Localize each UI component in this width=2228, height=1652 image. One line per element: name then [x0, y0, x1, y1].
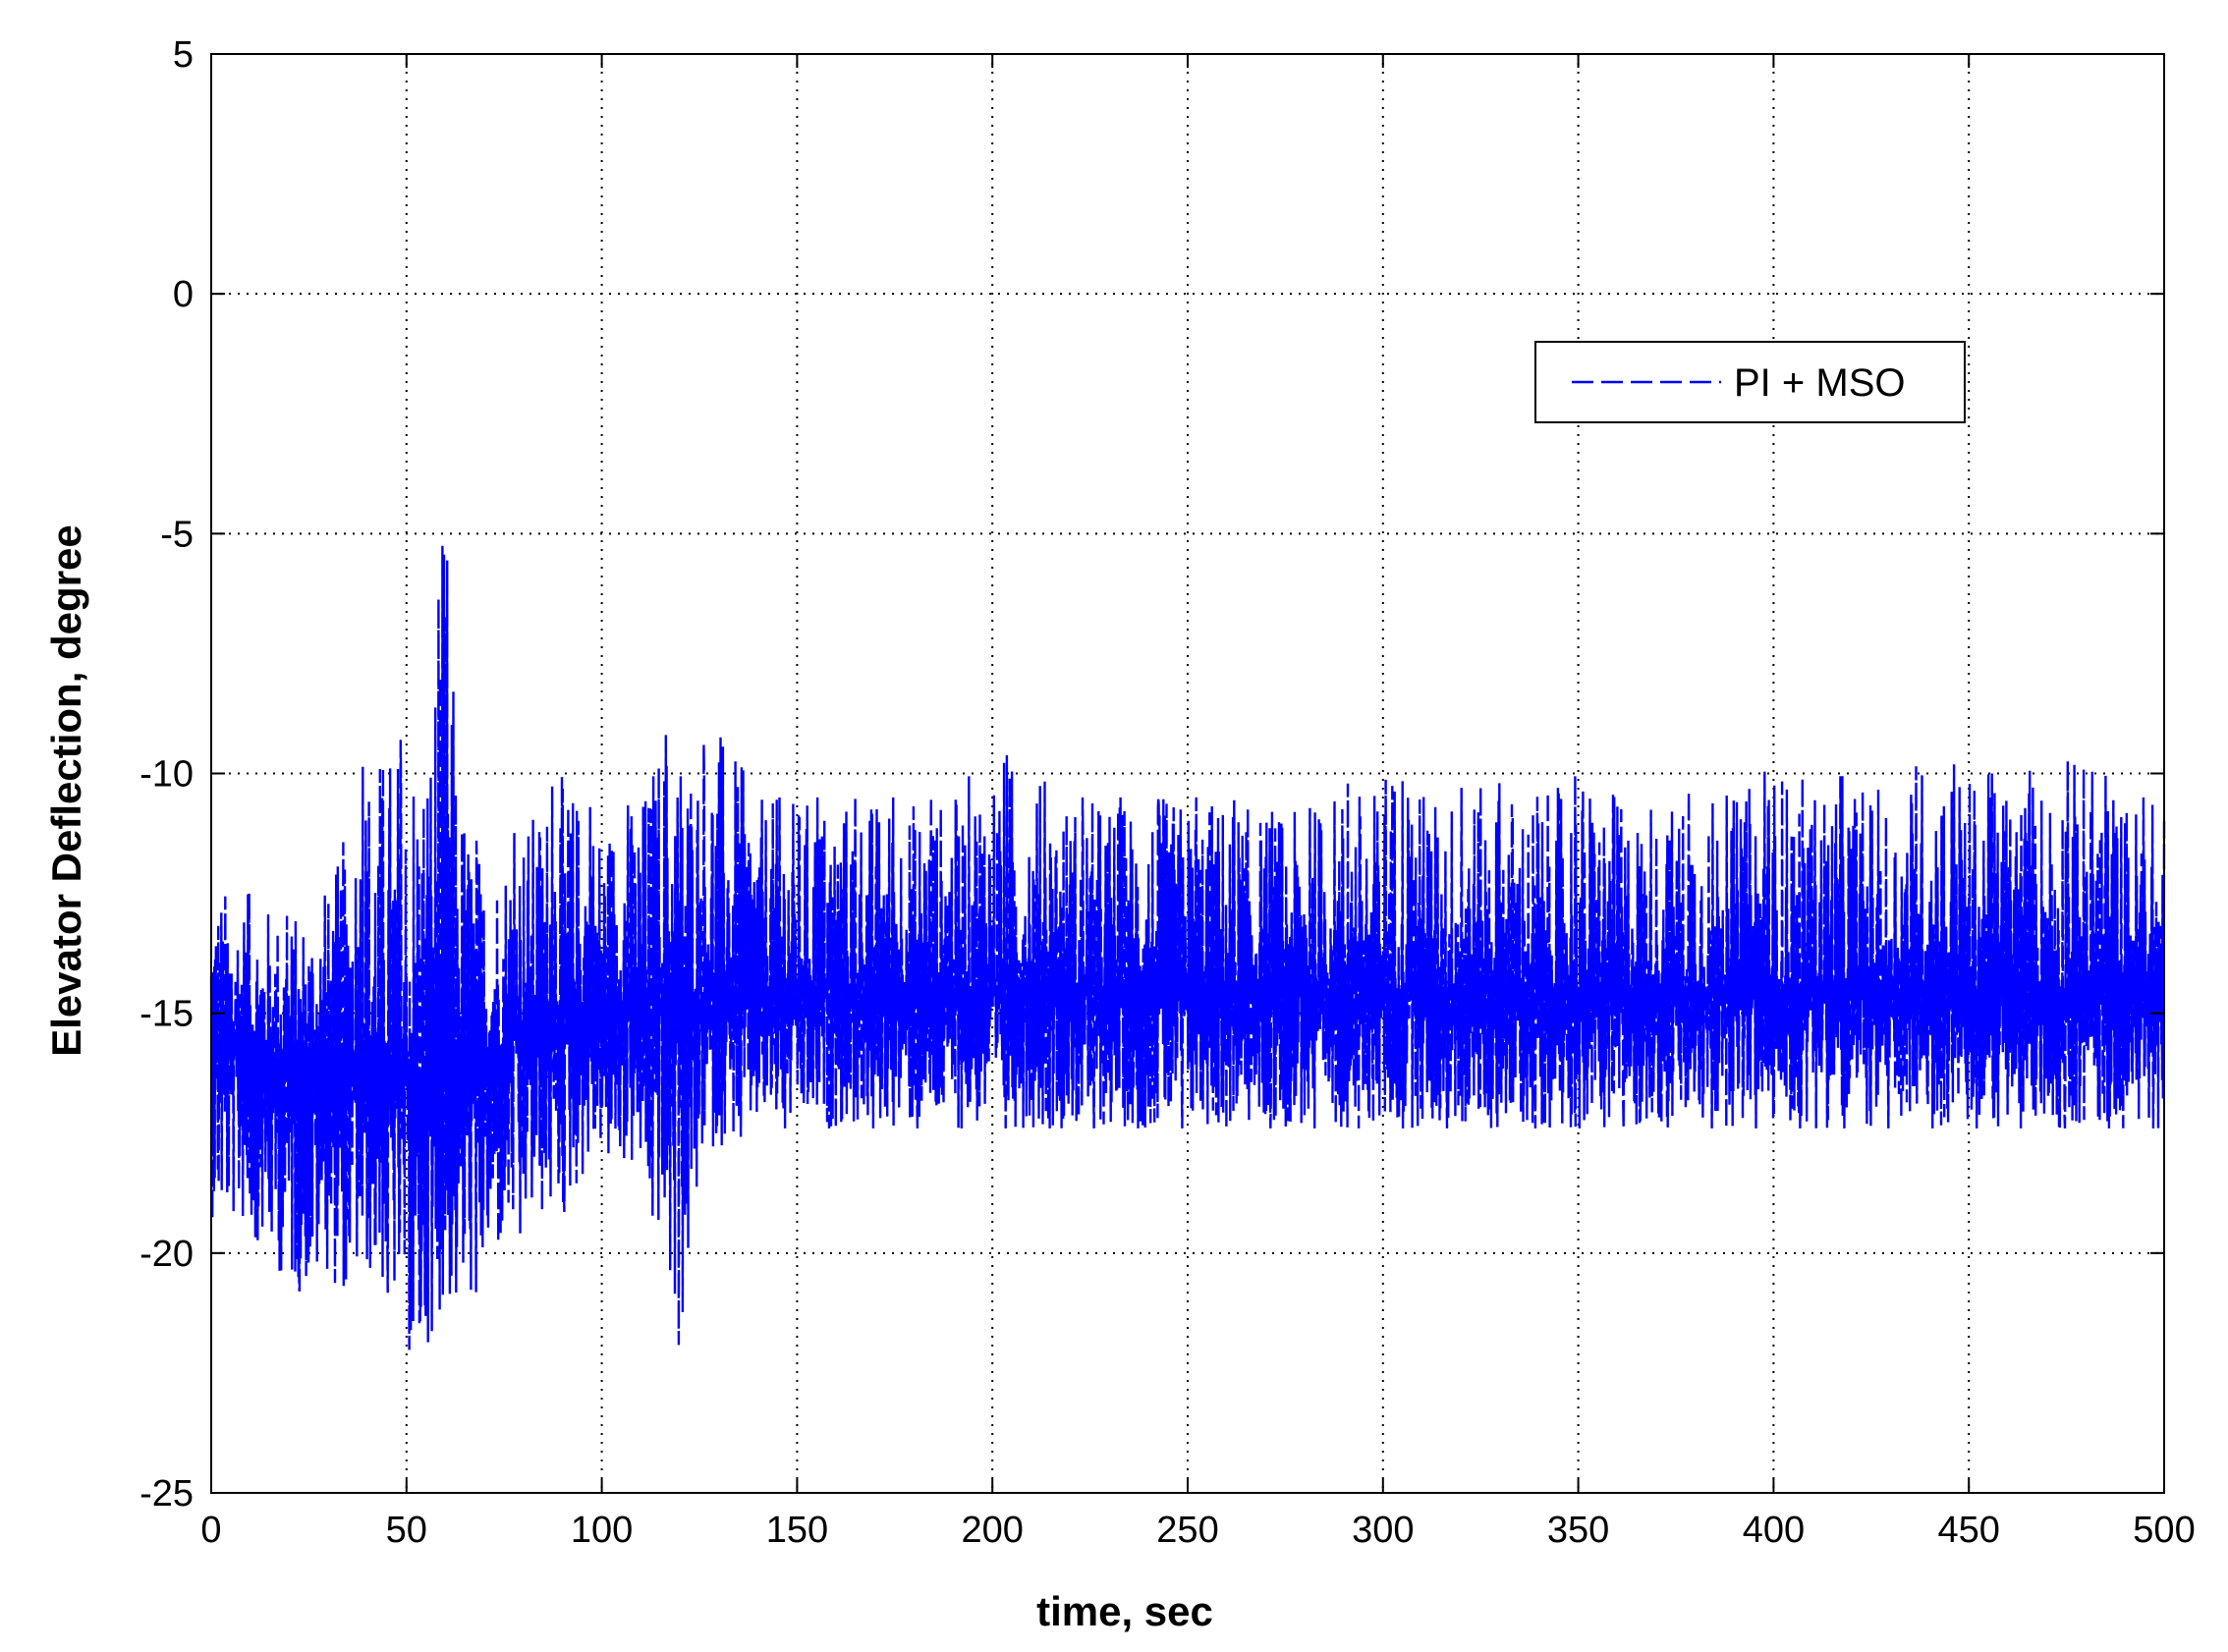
series-pi-mso-line [209, 545, 2166, 1350]
x-tick-label: 350 [1547, 1510, 1609, 1551]
y-tick-label: 5 [173, 34, 194, 76]
axis-ticks [210, 53, 2165, 1494]
x-tick-label: 100 [571, 1510, 633, 1551]
x-tick-label: 300 [1352, 1510, 1414, 1551]
x-tick-label: 400 [1743, 1510, 1805, 1551]
y-tick-label: -20 [139, 1234, 194, 1275]
x-tick-label: 150 [766, 1510, 828, 1551]
y-tick-label: -10 [139, 754, 194, 796]
x-tick-label: 500 [2133, 1510, 2195, 1551]
x-tick-labels: 0 50 100 150 200 250 300 350 400 450 500 [200, 1510, 2195, 1551]
series-pi-mso-path [209, 545, 2166, 1350]
y-axis-label: Elevator Deflection, degree [43, 524, 89, 1057]
x-axis-label: time, sec [1036, 1588, 1213, 1634]
x-tick-label: 200 [961, 1510, 1023, 1551]
y-tick-labels: 5 0 -5 -10 -15 -20 -25 [139, 34, 194, 1514]
y-tick-label: 0 [173, 274, 194, 315]
y-tick-label: -15 [139, 994, 194, 1035]
legend-entry-pi-mso: PI + MSO [1734, 361, 1906, 405]
y-tick-label: -25 [139, 1473, 194, 1514]
x-tick-label: 250 [1156, 1510, 1218, 1551]
x-tick-label: 0 [200, 1510, 221, 1551]
y-tick-label: -5 [160, 514, 194, 555]
x-tick-label: 50 [386, 1510, 427, 1551]
x-tick-label: 450 [1937, 1510, 1999, 1551]
legend: PI + MSO [1534, 341, 1966, 423]
